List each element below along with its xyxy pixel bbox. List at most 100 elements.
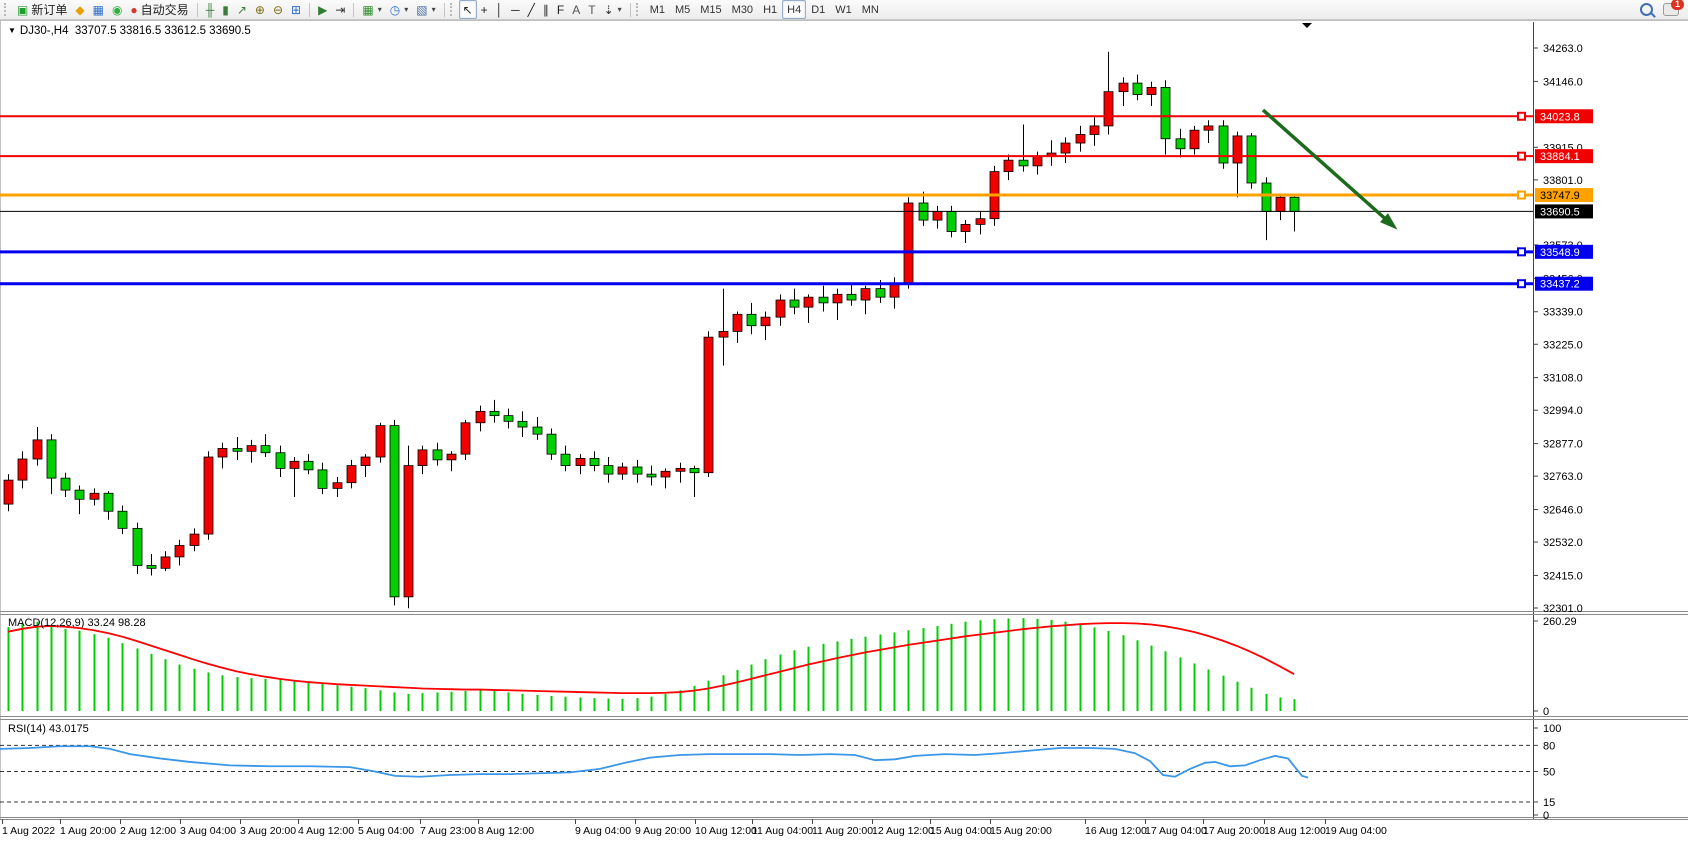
- fibonacci-button[interactable]: F: [553, 0, 568, 19]
- timeframe-button-m15[interactable]: M15: [700, 3, 722, 16]
- clock-icon: ◷: [389, 2, 401, 17]
- price-tick-label: 32301.0: [1543, 603, 1583, 615]
- candle-bearish: [60, 477, 71, 491]
- candle-bullish: [1103, 91, 1114, 127]
- cube-icon: ◆: [75, 2, 85, 17]
- time-tick-label: 2 Aug 12:00: [120, 825, 176, 837]
- trend-arrow-annotation[interactable]: [1261, 108, 1392, 225]
- tile-windows-icon: ⊞: [291, 2, 302, 17]
- time-tick-label: 16 Aug 12:00: [1085, 825, 1147, 837]
- chart-shift-button[interactable]: ⇥: [331, 0, 349, 19]
- chevron-down-icon[interactable]: ▾: [377, 5, 382, 14]
- label-button[interactable]: T: [584, 0, 599, 19]
- auto-scroll-button[interactable]: ▶: [314, 0, 331, 19]
- candle-bullish: [1189, 129, 1200, 150]
- line-handle[interactable]: [1517, 279, 1526, 289]
- toolbar-separator: [196, 2, 198, 17]
- chevron-down-icon[interactable]: ▾: [617, 5, 622, 14]
- candle-bullish: [1032, 155, 1043, 167]
- candle-bearish: [1218, 125, 1229, 164]
- zoom-out-button[interactable]: ⊖: [269, 0, 287, 19]
- channel-button[interactable]: ∥: [539, 0, 553, 19]
- cursor-button[interactable]: ↖: [458, 0, 477, 19]
- timeframe-button-m5[interactable]: M5: [674, 3, 691, 16]
- candle-bullish: [675, 468, 686, 472]
- tile-windows-button[interactable]: ⊞: [287, 0, 305, 19]
- candle-bullish: [1089, 125, 1100, 135]
- bar-chart-button[interactable]: ╫: [202, 0, 219, 19]
- trend-arrow-head[interactable]: [1380, 213, 1398, 230]
- vline-button[interactable]: │: [492, 0, 508, 19]
- toolbar-grip[interactable]: [4, 3, 10, 16]
- chart-window-icon: ▦: [92, 2, 104, 17]
- candle-bearish: [103, 492, 114, 512]
- line-chart-button[interactable]: ↗: [233, 0, 251, 19]
- toolbar-grip[interactable]: [449, 3, 456, 16]
- candle-bullish: [1203, 125, 1214, 131]
- crosshair-button[interactable]: +: [477, 0, 492, 19]
- text-button[interactable]: A: [568, 0, 584, 19]
- line-handle[interactable]: [1517, 247, 1526, 257]
- chevron-down-icon[interactable]: ▾: [431, 5, 436, 14]
- chart-shift-icon: ⇥: [335, 2, 346, 17]
- toolbar-nav-group: ▶ ⇥: [314, 0, 349, 19]
- timeframe-button-mn[interactable]: MN: [861, 3, 879, 16]
- timeframe-button-h1[interactable]: H1: [763, 3, 778, 16]
- time-tick-label: 15 Aug 04:00: [930, 825, 992, 837]
- auto-scroll-icon: ▶: [318, 2, 328, 17]
- new-order-button[interactable]: ▣ 新订单: [13, 0, 71, 19]
- time-tick-label: 17 Aug 04:00: [1145, 825, 1207, 837]
- periods-button[interactable]: ◷ ▾: [386, 0, 413, 19]
- price-tag-label: 33548.9: [1540, 247, 1580, 259]
- candle-bullish: [17, 458, 28, 481]
- new-order-button-label: 新订单: [31, 3, 68, 17]
- autotrading-button[interactable]: ● 自动交易: [126, 0, 192, 19]
- chart-shift-marker[interactable]: [1302, 23, 1312, 28]
- candle-bullish: [174, 545, 185, 558]
- chart-title[interactable]: ▼ DJ30-,H4 33707.5 33816.5 33612.5 33690.…: [8, 25, 251, 37]
- chart-collapse-icon[interactable]: ▼: [8, 26, 16, 35]
- line-handle[interactable]: [1517, 190, 1526, 200]
- timeframe-button-d1[interactable]: D1: [811, 3, 826, 16]
- templates-button[interactable]: ▧ ▾: [412, 0, 439, 19]
- candle-chart-button[interactable]: ▮: [218, 0, 233, 19]
- toolbar-separator: [443, 2, 445, 17]
- price-tag-label: 33437.2: [1540, 279, 1580, 291]
- time-tick-label: 17 Aug 20:00: [1203, 825, 1265, 837]
- toolbar-grip[interactable]: [635, 3, 642, 16]
- macd-scale-label: 0: [1543, 706, 1549, 718]
- arrows-button[interactable]: ⇣ ▾: [600, 0, 626, 19]
- line-handle[interactable]: [1517, 111, 1526, 121]
- line-handle[interactable]: [1517, 151, 1526, 161]
- timeframe-button-m1[interactable]: M1: [649, 3, 665, 16]
- new-chart-button[interactable]: ▦ ▾: [358, 0, 385, 19]
- time-tick-label: 1 Aug 2022: [2, 825, 55, 837]
- signal-icon: ◉: [111, 2, 123, 17]
- notifications-icon[interactable]: 1: [1663, 0, 1684, 16]
- zoom-in-button[interactable]: ⊕: [251, 0, 269, 19]
- price-tag: [1535, 204, 1593, 219]
- time-tick-label: 8 Aug 12:00: [478, 825, 534, 837]
- time-tick-label: 15 Aug 20:00: [990, 825, 1052, 837]
- signals-button[interactable]: ◉: [108, 0, 126, 19]
- candles-layer: [3, 51, 1300, 609]
- market-button[interactable]: ◆: [71, 0, 88, 19]
- trendline-button[interactable]: ╱: [524, 0, 539, 19]
- chevron-down-icon[interactable]: ▾: [404, 5, 409, 14]
- hline-button[interactable]: ─: [507, 0, 524, 19]
- candle-bullish: [1075, 134, 1086, 144]
- timeframe-button-m30[interactable]: M30: [731, 3, 754, 16]
- timeframe-button-h4[interactable]: H4: [782, 0, 807, 19]
- candle-bearish: [489, 410, 500, 417]
- candle-bullish: [660, 470, 671, 478]
- candle-bearish: [846, 293, 857, 301]
- timeframe-button-w1[interactable]: W1: [835, 3, 852, 16]
- candle-bullish: [189, 533, 200, 546]
- candle-bullish: [760, 316, 771, 327]
- chart-window-button[interactable]: ▦: [89, 0, 108, 19]
- search-icon[interactable]: [1640, 3, 1653, 16]
- time-tick-label: 1 Aug 20:00: [60, 825, 116, 837]
- candle-bearish: [789, 299, 800, 308]
